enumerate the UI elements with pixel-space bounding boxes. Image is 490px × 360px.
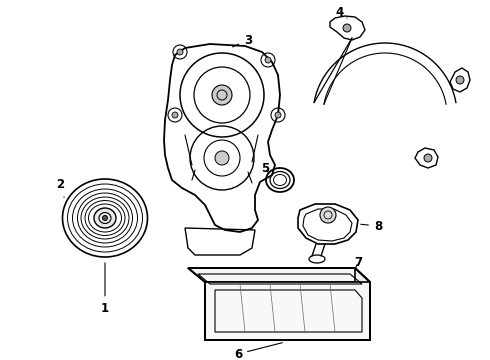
Text: 5: 5 xyxy=(261,162,269,175)
Polygon shape xyxy=(188,268,370,282)
Ellipse shape xyxy=(94,208,116,228)
Circle shape xyxy=(320,207,336,223)
Text: 2: 2 xyxy=(56,179,64,197)
Text: 3: 3 xyxy=(233,33,252,47)
Circle shape xyxy=(215,151,229,165)
Text: 7: 7 xyxy=(354,256,362,269)
Text: 6: 6 xyxy=(234,343,282,360)
Polygon shape xyxy=(355,268,370,340)
Text: 8: 8 xyxy=(361,220,382,233)
Text: 1: 1 xyxy=(101,263,109,315)
Circle shape xyxy=(343,24,351,32)
Text: 4: 4 xyxy=(336,5,347,18)
Circle shape xyxy=(456,76,464,84)
Ellipse shape xyxy=(102,216,107,220)
Polygon shape xyxy=(205,282,370,340)
Circle shape xyxy=(212,85,232,105)
Circle shape xyxy=(424,154,432,162)
Circle shape xyxy=(275,112,281,118)
Circle shape xyxy=(265,57,271,63)
Circle shape xyxy=(172,112,178,118)
Circle shape xyxy=(177,49,183,55)
